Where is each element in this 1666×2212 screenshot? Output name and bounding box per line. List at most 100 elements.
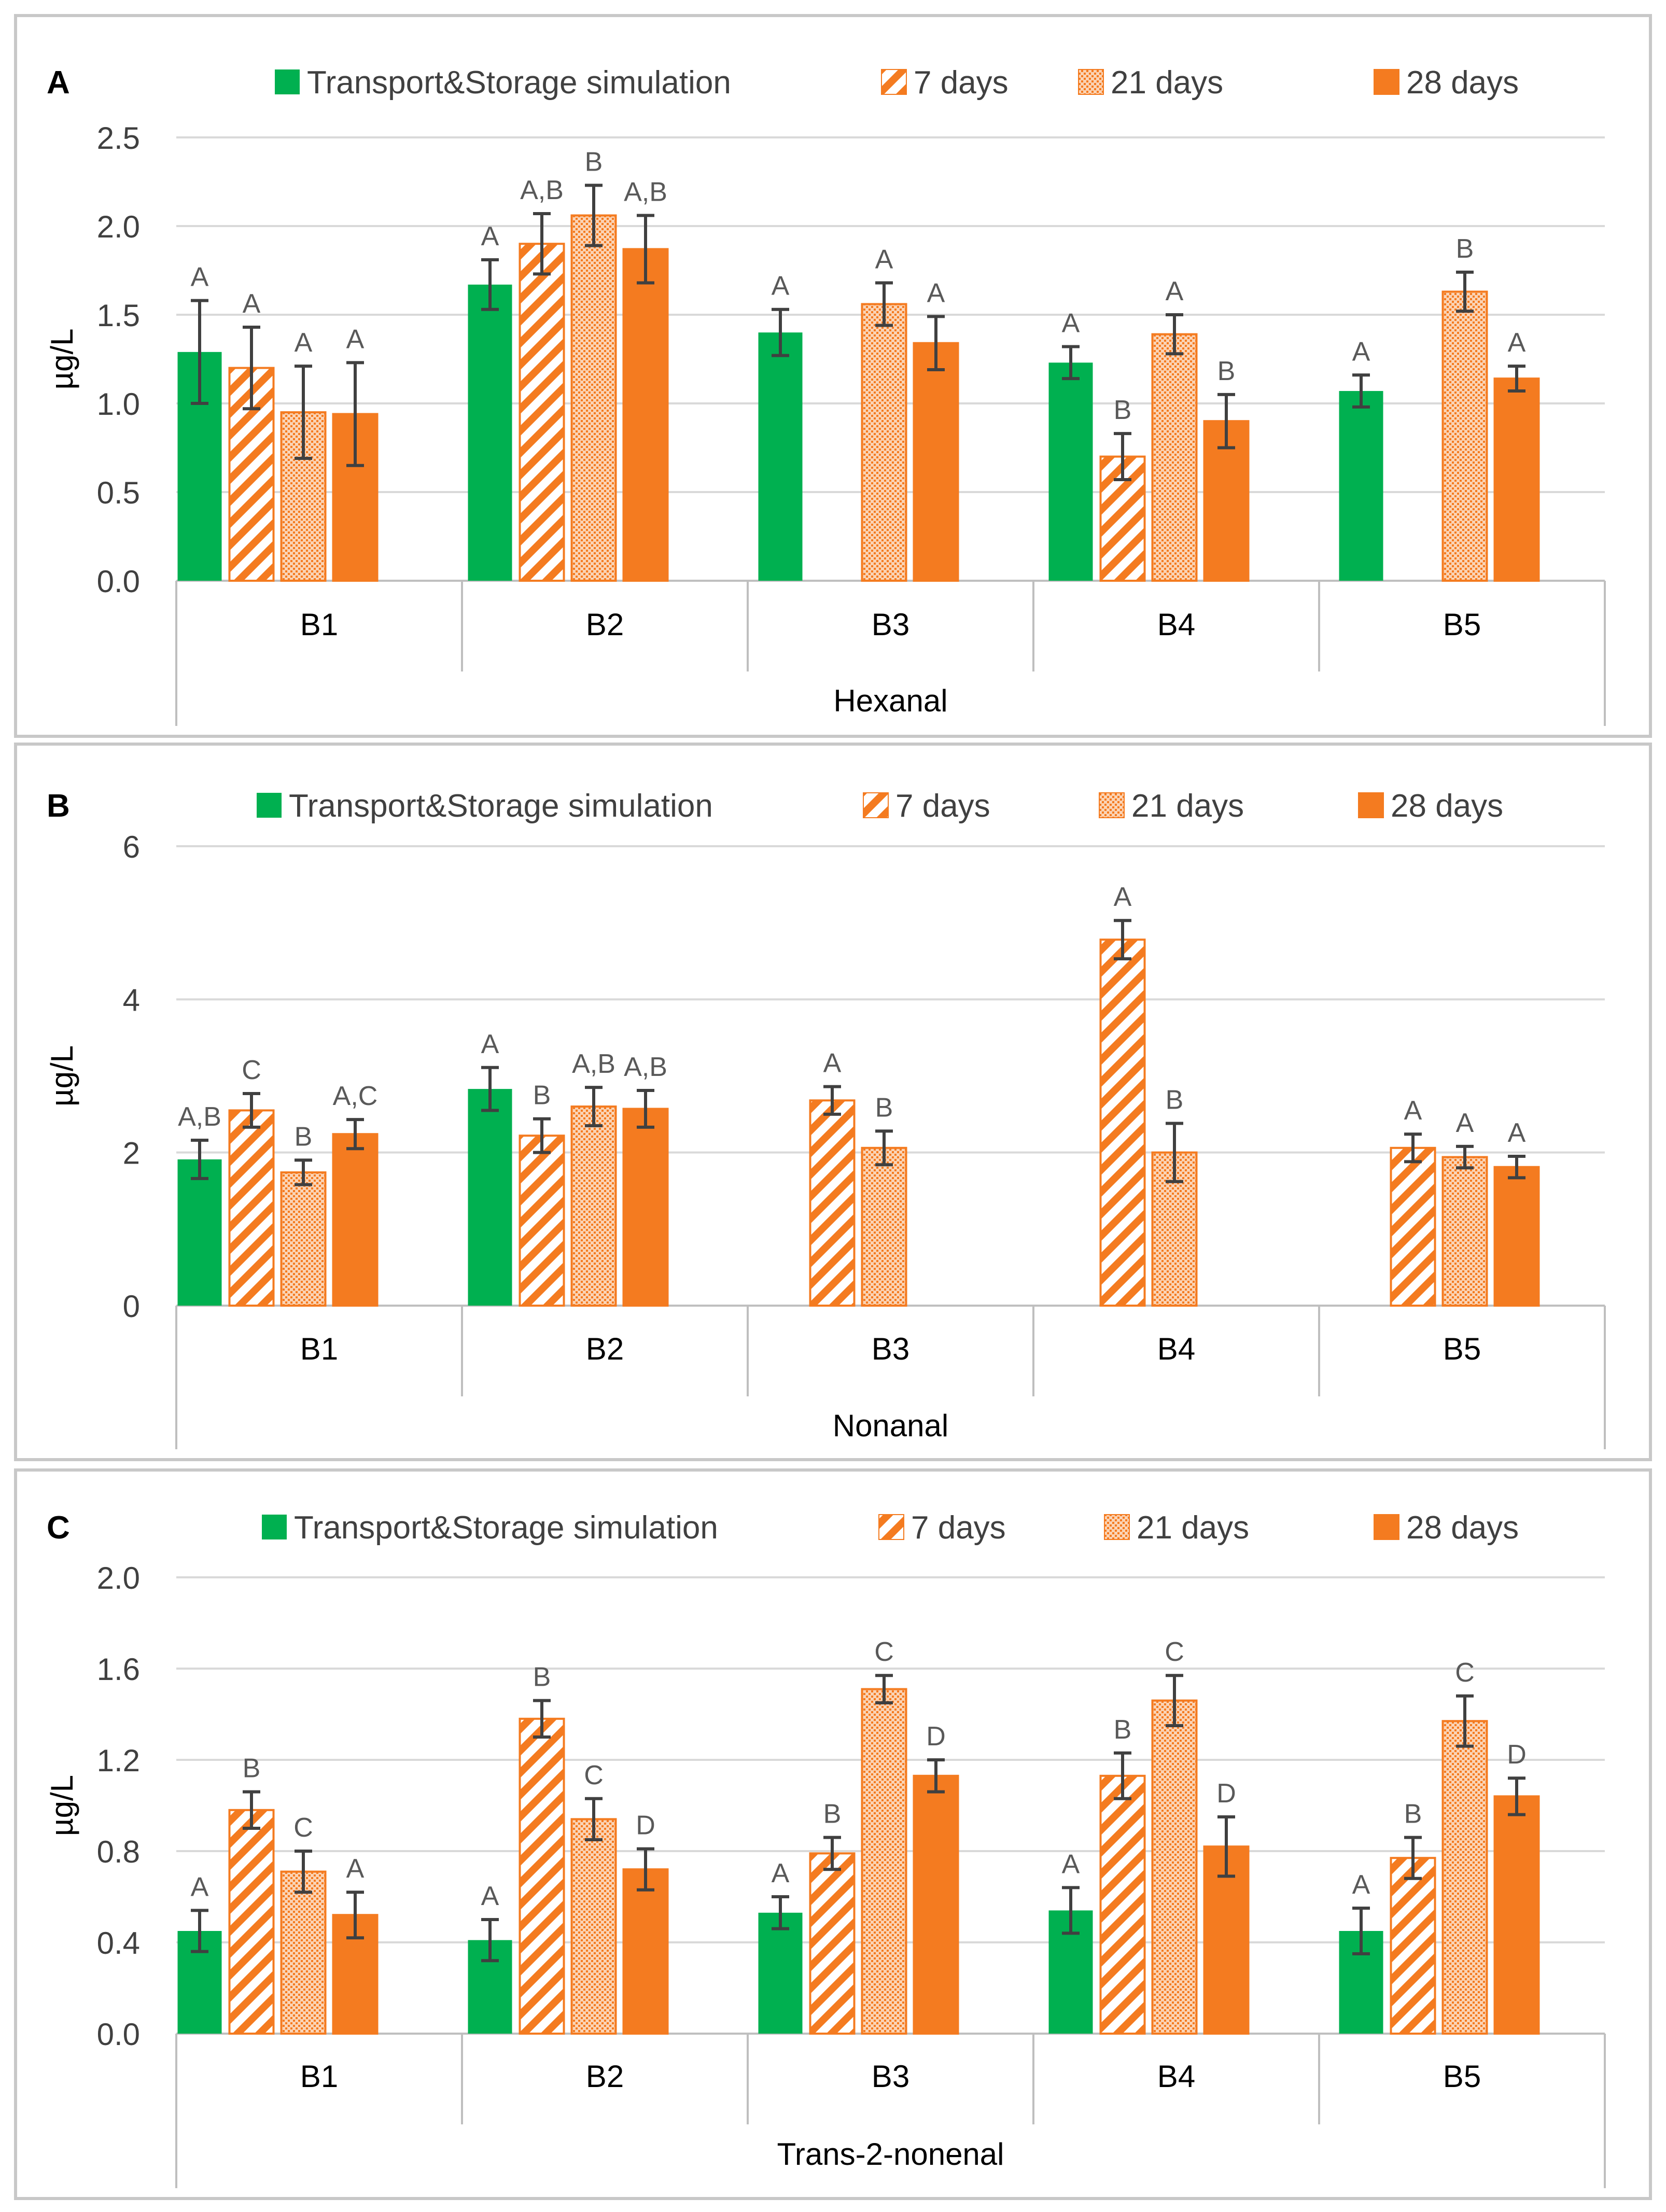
significance-letter: A,B bbox=[572, 1049, 615, 1079]
bar-7-days-b1 bbox=[228, 1109, 275, 1307]
bar-7-days-b4 bbox=[1099, 1774, 1146, 2035]
significance-letter: A bbox=[1508, 1118, 1526, 1148]
significance-letter: C bbox=[1165, 1637, 1184, 1667]
bar-21-days-b2 bbox=[570, 1818, 617, 2035]
legend: Transport&Storage simulation 7 days 21 day… bbox=[262, 1510, 1519, 1546]
significance-letter: D bbox=[1216, 1779, 1236, 1809]
legend-swatch-2 bbox=[878, 1514, 904, 1540]
bar-7-days-b3 bbox=[809, 1099, 856, 1307]
significance-letter: A bbox=[875, 244, 893, 274]
significance-letter: B bbox=[533, 1081, 551, 1111]
significance-letter: A,B bbox=[624, 1052, 667, 1082]
significance-letter: A bbox=[481, 1029, 499, 1059]
significance-letter: A,B bbox=[178, 1102, 221, 1132]
y-tick-label: 0.0 bbox=[97, 564, 140, 599]
bar-21-days-b5 bbox=[1441, 1720, 1488, 2035]
legend-swatch-1 bbox=[262, 1515, 287, 1539]
significance-letter: A bbox=[481, 1881, 499, 1911]
x-category-label: B2 bbox=[586, 2059, 624, 2094]
legend-label: Transport&Storage simulation bbox=[289, 788, 713, 824]
legend-swatch-1 bbox=[275, 69, 300, 94]
legend-label: 7 days bbox=[895, 788, 990, 824]
chart-panel-b: B Transport&Storage simulation 7 days 21 da… bbox=[14, 743, 1652, 1461]
significance-letter: A bbox=[1456, 1108, 1474, 1138]
y-tick-label: 0 bbox=[123, 1289, 140, 1324]
y-tick-label: 4 bbox=[123, 983, 140, 1017]
y-tick-label: 2.0 bbox=[97, 1561, 140, 1595]
bar-28-days-b1 bbox=[332, 1133, 379, 1307]
bar-transport-storage-simulation-b2 bbox=[468, 1089, 512, 1306]
significance-letter: A,B bbox=[624, 177, 667, 207]
bar-21-days-b4 bbox=[1151, 333, 1198, 582]
bar-21-days-b5 bbox=[1441, 290, 1488, 582]
legend-swatch-2 bbox=[881, 69, 907, 95]
legend-swatch-4 bbox=[1374, 1514, 1399, 1540]
y-tick-label: 0.0 bbox=[97, 2017, 140, 2052]
significance-letter: A,B bbox=[520, 175, 564, 205]
bar-7-days-b5 bbox=[1390, 1857, 1436, 2035]
legend-label: 7 days bbox=[911, 1510, 1006, 1546]
significance-letter: C bbox=[293, 1813, 313, 1843]
significance-letter: A bbox=[1114, 882, 1132, 912]
significance-letter: B bbox=[1114, 395, 1132, 425]
significance-letter: B bbox=[1166, 1085, 1184, 1115]
bar-transport-storage-simulation-b1 bbox=[177, 1159, 222, 1306]
x-category-label: B4 bbox=[1157, 2059, 1195, 2094]
significance-letter: B bbox=[533, 1662, 551, 1692]
y-tick-label: 6 bbox=[123, 830, 140, 864]
bar-28-days-b5 bbox=[1493, 1166, 1540, 1307]
significance-letter: A bbox=[823, 1048, 842, 1079]
x-category-label: B3 bbox=[872, 1332, 909, 1366]
bar-21-days-b3 bbox=[861, 1146, 907, 1307]
bar-7-days-b2 bbox=[519, 1135, 565, 1307]
legend-swatch-2 bbox=[863, 792, 889, 818]
bar-21-days-b1 bbox=[280, 1870, 327, 2035]
significance-letter: A bbox=[191, 262, 209, 292]
panel-frame bbox=[14, 1468, 1652, 2200]
bar-21-days-b2 bbox=[570, 214, 617, 582]
y-tick-label: 0.8 bbox=[97, 1835, 140, 1869]
significance-letter: D bbox=[636, 1811, 655, 1841]
bar-21-days-b1 bbox=[280, 1171, 327, 1307]
bar-7-days-b2 bbox=[519, 243, 565, 582]
x-category-label: B4 bbox=[1157, 607, 1195, 642]
legend-label: Transport&Storage simulation bbox=[307, 65, 731, 101]
bar-28-days-b5 bbox=[1493, 1795, 1540, 2035]
significance-letter: A bbox=[927, 278, 945, 308]
y-tick-label: 2.0 bbox=[97, 209, 140, 244]
bar-7-days-b2 bbox=[519, 1717, 565, 2035]
x-category-label: B2 bbox=[586, 607, 624, 642]
legend-label: Transport&Storage simulation bbox=[294, 1510, 718, 1546]
y-axis-title: µg/L bbox=[45, 329, 79, 390]
x-category-label: B1 bbox=[300, 2059, 338, 2094]
legend-label: 7 days bbox=[914, 65, 1009, 101]
legend-label: 28 days bbox=[1391, 788, 1503, 824]
x-category-label: B1 bbox=[300, 607, 338, 642]
significance-letter: B bbox=[1456, 234, 1474, 264]
significance-letter: B bbox=[585, 147, 603, 177]
y-tick-label: 2.5 bbox=[97, 121, 140, 156]
y-tick-label: 0.4 bbox=[97, 1926, 140, 1961]
bar-transport-storage-simulation-b3 bbox=[758, 332, 803, 581]
panel-label: A bbox=[47, 65, 70, 101]
legend-swatch-3 bbox=[1078, 69, 1104, 95]
bar-28-days-b5 bbox=[1493, 377, 1540, 582]
bar-28-days-b2 bbox=[622, 1868, 669, 2035]
significance-letter: A bbox=[1166, 276, 1184, 306]
significance-letter: B bbox=[243, 1754, 261, 1784]
panel-label: B bbox=[47, 788, 70, 824]
bar-7-days-b3 bbox=[809, 1852, 856, 2035]
significance-letter: A bbox=[1508, 328, 1526, 358]
chart-title: Trans-2-nonenal bbox=[777, 2137, 1004, 2172]
legend-label: 28 days bbox=[1406, 1510, 1519, 1546]
legend: Transport&Storage simulation 7 days 21 day… bbox=[257, 788, 1503, 824]
significance-letter: A bbox=[191, 1872, 209, 1902]
x-category-label: B5 bbox=[1443, 2059, 1481, 2094]
bar-7-days-b1 bbox=[228, 1809, 275, 2035]
bar-21-days-b4 bbox=[1151, 1699, 1198, 2035]
x-category-label: B5 bbox=[1443, 1332, 1481, 1366]
legend-label: 21 days bbox=[1137, 1510, 1249, 1546]
y-tick-label: 0.5 bbox=[97, 475, 140, 510]
bar-28-days-b3 bbox=[913, 1774, 959, 2035]
